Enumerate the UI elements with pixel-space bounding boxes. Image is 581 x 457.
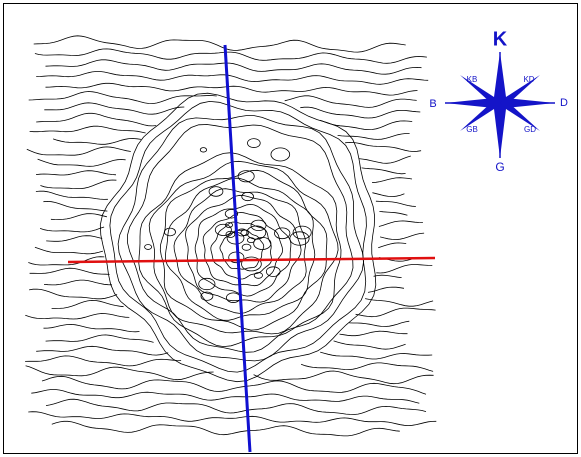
compass-label: KB (467, 75, 478, 84)
page: K KB KD B D GB GD G (() => { const data … (0, 0, 581, 457)
compass-label: B (429, 98, 436, 110)
compass-label: KD (523, 75, 534, 84)
compass-label: K (493, 28, 508, 50)
compass-label: D (560, 97, 568, 109)
compass-label: GD (524, 125, 536, 134)
compass-label: G (495, 160, 504, 174)
compass-label: GB (466, 125, 478, 134)
frame (4, 4, 578, 454)
map: K KB KD B D GB GD G (0, 0, 581, 457)
